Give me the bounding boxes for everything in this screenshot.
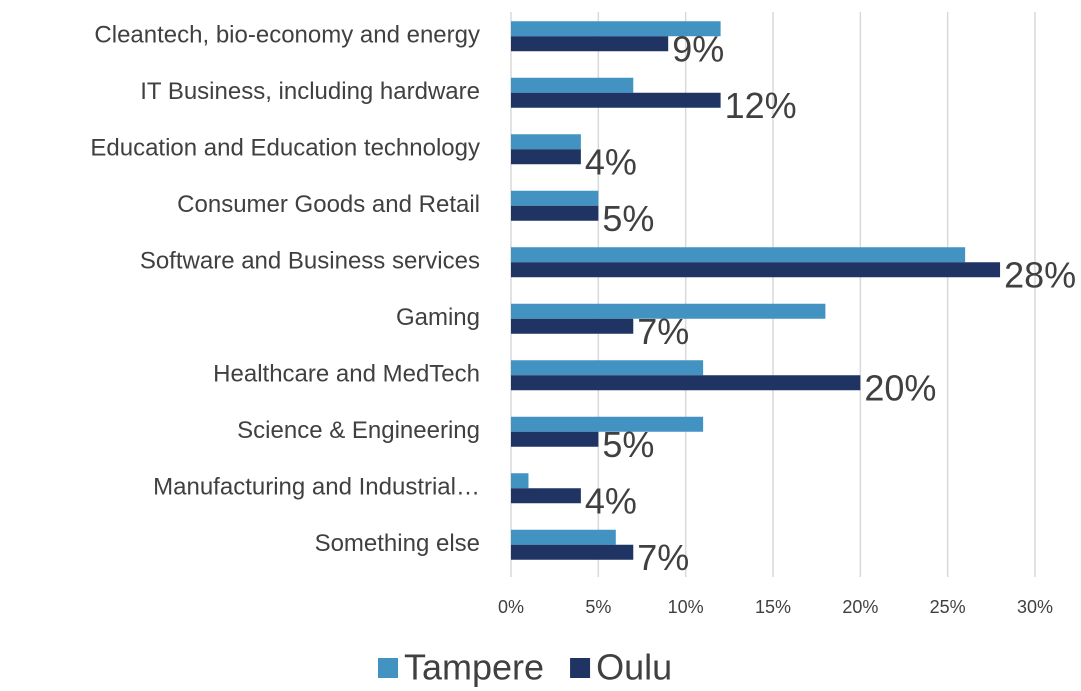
data-label: 7% bbox=[637, 537, 689, 578]
legend-label: Tampere bbox=[404, 647, 544, 688]
bar bbox=[511, 360, 704, 376]
bar bbox=[511, 190, 599, 206]
y-tick-label: Gaming bbox=[396, 304, 480, 331]
bar bbox=[511, 77, 634, 93]
bar bbox=[511, 262, 1001, 278]
y-tick-label: Manufacturing and Industrial… bbox=[153, 474, 480, 501]
bar bbox=[511, 318, 634, 334]
legend-label: Oulu bbox=[596, 647, 672, 688]
bar bbox=[511, 36, 669, 52]
data-label: 5% bbox=[602, 424, 654, 465]
legend-swatch bbox=[570, 658, 591, 678]
data-label: 12% bbox=[725, 85, 797, 126]
data-label: 4% bbox=[585, 480, 637, 521]
bar bbox=[511, 303, 826, 319]
y-tick-label: Something else bbox=[315, 530, 480, 557]
x-tick-label: 25% bbox=[930, 597, 966, 617]
data-label: 20% bbox=[864, 367, 936, 408]
bar bbox=[511, 544, 634, 560]
x-tick-label: 20% bbox=[842, 597, 878, 617]
y-tick-label: Science & Engineering bbox=[237, 417, 480, 444]
data-label: 5% bbox=[602, 198, 654, 239]
data-label: 4% bbox=[585, 141, 637, 182]
x-tick-label: 10% bbox=[668, 597, 704, 617]
bar bbox=[511, 473, 529, 489]
y-tick-label: Healthcare and MedTech bbox=[213, 361, 480, 388]
bar bbox=[511, 92, 721, 108]
x-tick-label: 5% bbox=[585, 597, 611, 617]
x-tick-label: 0% bbox=[498, 597, 524, 617]
y-tick-label: Cleantech, bio-economy and energy bbox=[94, 22, 480, 49]
data-label: 28% bbox=[1004, 254, 1076, 295]
y-tick-label: Software and Business services bbox=[140, 248, 480, 275]
legend-swatch bbox=[378, 658, 398, 678]
bar bbox=[511, 529, 616, 545]
y-tick-label: Consumer Goods and Retail bbox=[177, 191, 480, 218]
bar bbox=[511, 488, 581, 504]
bar bbox=[511, 416, 704, 432]
bar bbox=[511, 21, 721, 37]
y-tick-label: IT Business, including hardware bbox=[140, 78, 480, 105]
bar bbox=[511, 247, 966, 263]
data-label: 7% bbox=[637, 311, 689, 352]
bar bbox=[511, 205, 599, 221]
bar bbox=[511, 431, 599, 447]
y-tick-label: Education and Education technology bbox=[90, 135, 480, 162]
x-tick-label: 15% bbox=[755, 597, 791, 617]
bar bbox=[511, 134, 581, 150]
bar bbox=[511, 375, 861, 391]
x-tick-label: 30% bbox=[1017, 597, 1053, 617]
data-label: 9% bbox=[672, 28, 724, 69]
bar bbox=[511, 149, 581, 165]
